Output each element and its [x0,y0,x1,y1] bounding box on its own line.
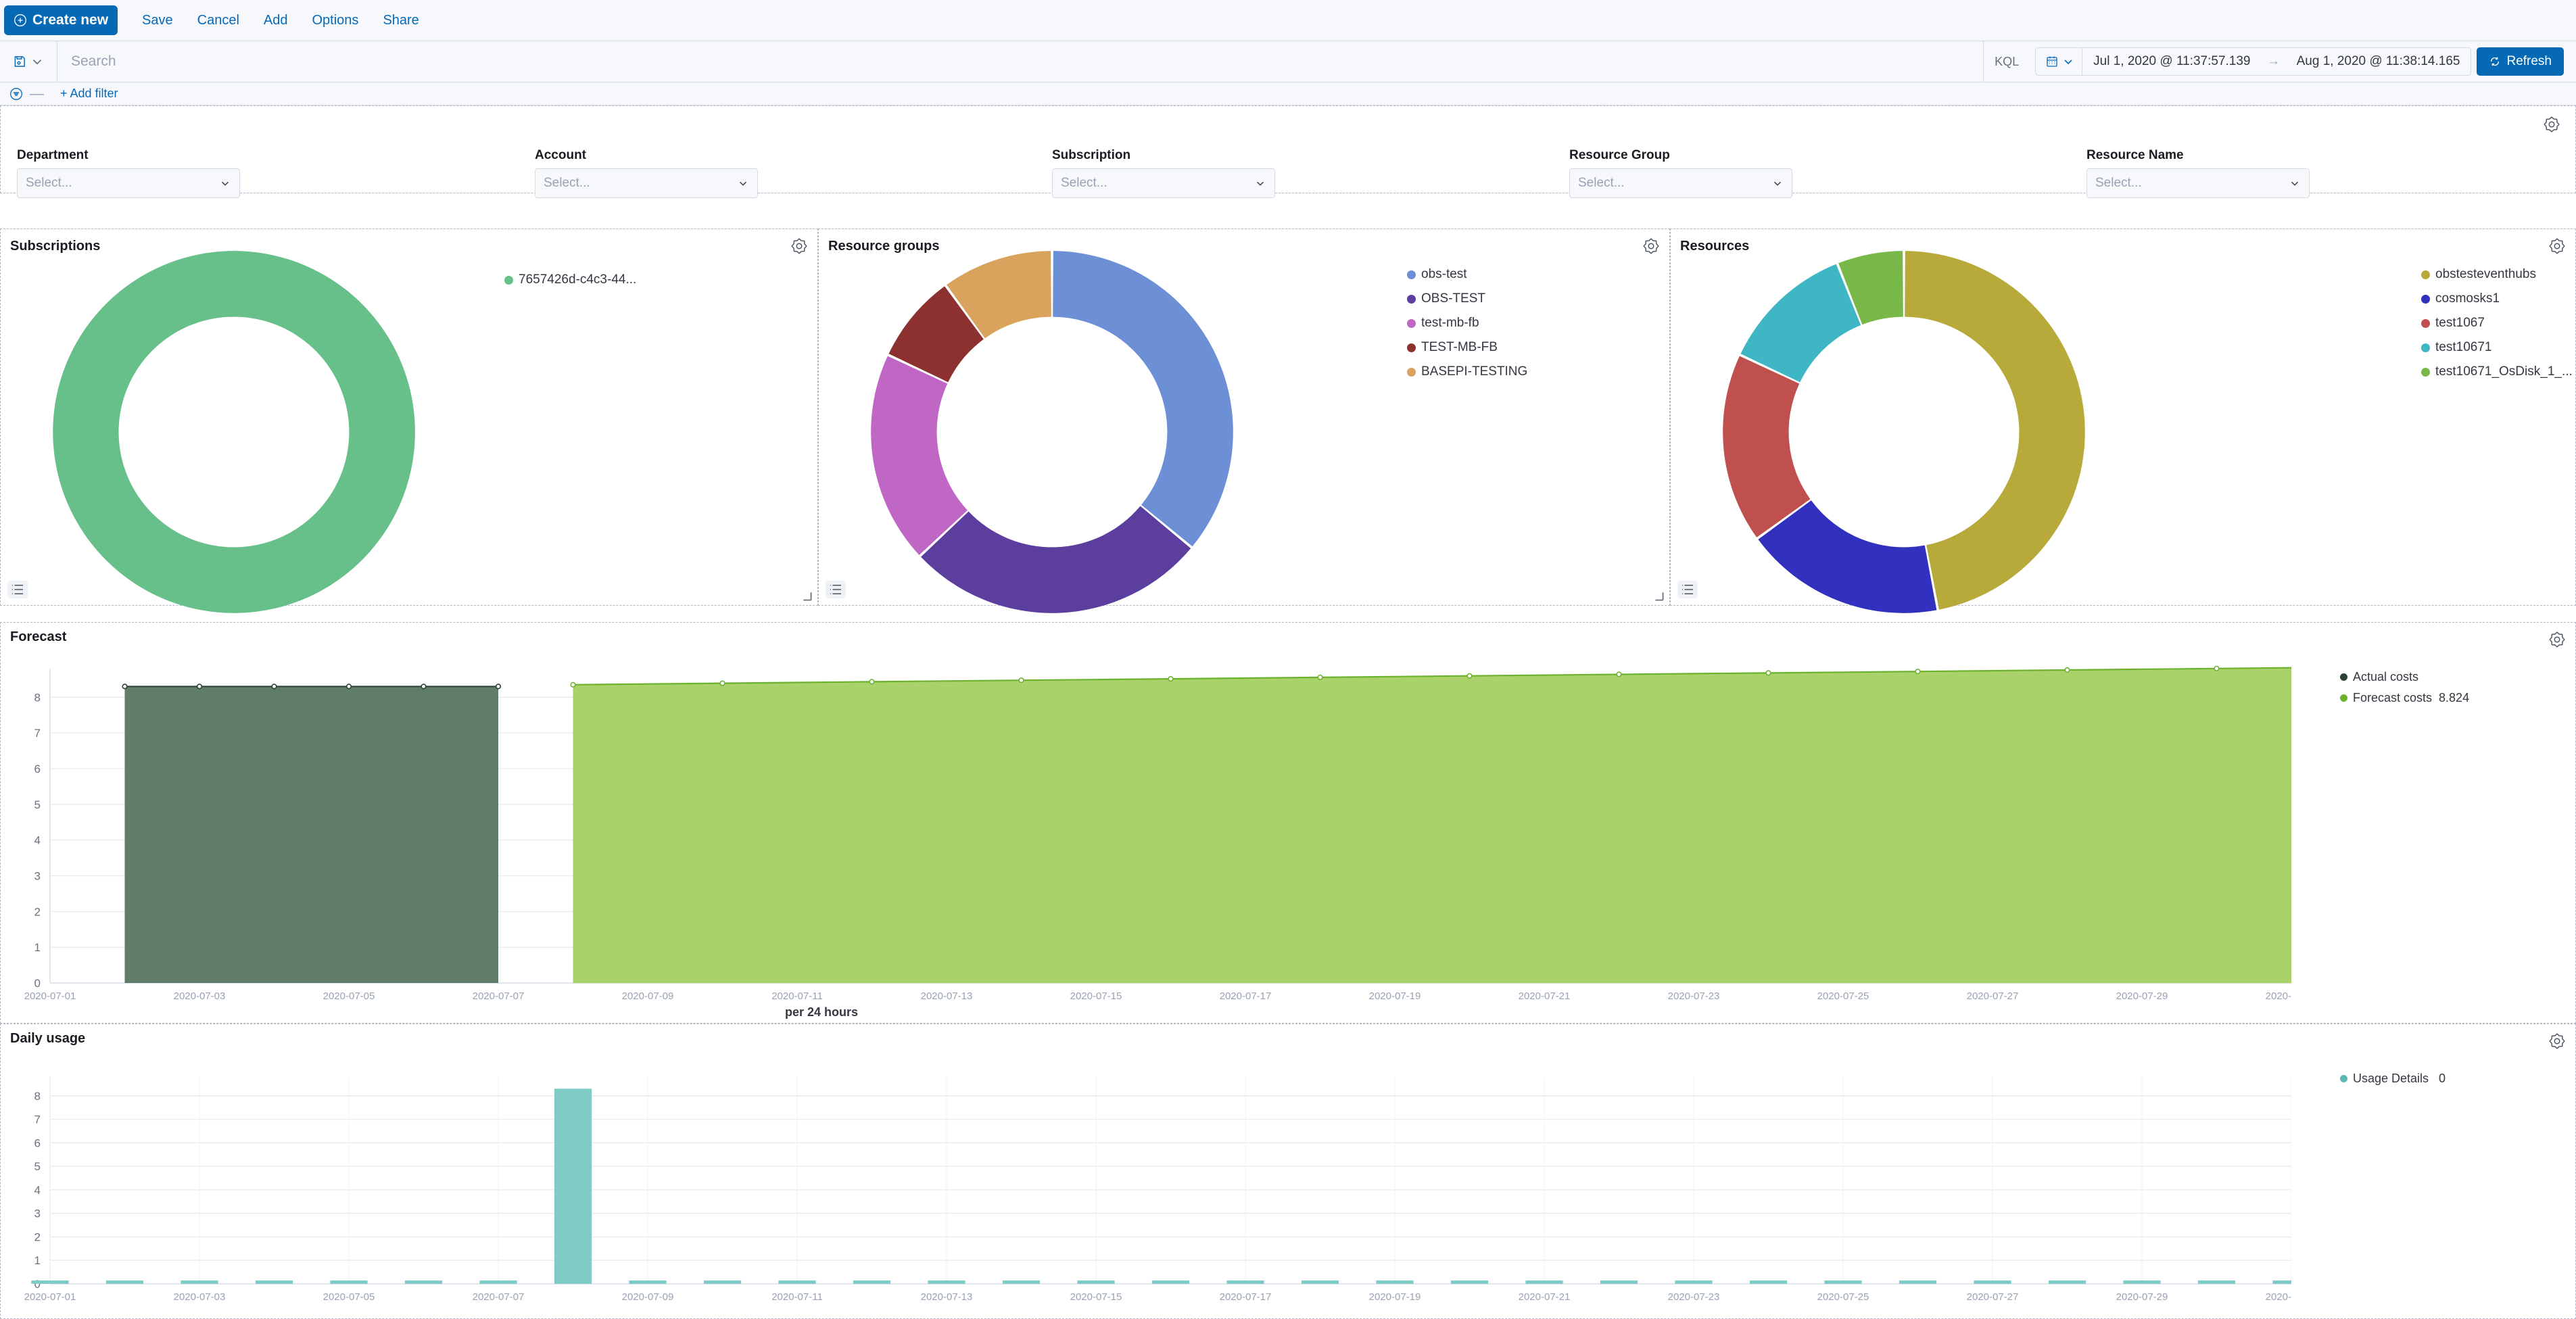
svg-text:4: 4 [34,1184,41,1197]
svg-text:2020-07-29: 2020-07-29 [2116,1291,2168,1303]
svg-text:8: 8 [34,691,41,704]
svg-text:4: 4 [34,834,41,847]
svg-text:2020-07-13: 2020-07-13 [921,990,973,1002]
svg-text:2020-07-15: 2020-07-15 [1070,990,1122,1002]
svg-text:2020-07-07: 2020-07-07 [473,990,525,1002]
svg-text:2020-07-17: 2020-07-17 [1220,1291,1272,1303]
svg-text:2020-07-21: 2020-07-21 [1519,1291,1571,1303]
svg-text:2020-07-03: 2020-07-03 [174,1291,226,1303]
svg-text:2020-07-15: 2020-07-15 [1070,1291,1122,1303]
svg-text:3: 3 [34,1207,41,1220]
svg-text:2020-07-25: 2020-07-25 [1817,1291,1869,1303]
svg-text:6: 6 [34,1136,41,1149]
svg-text:2020-07-03: 2020-07-03 [174,990,226,1002]
svg-text:2: 2 [34,1231,41,1244]
svg-text:2020-07-27: 2020-07-27 [1967,990,2019,1002]
svg-text:2020-07-11: 2020-07-11 [771,990,823,1002]
svg-text:2020-07-11: 2020-07-11 [771,1291,823,1303]
svg-text:7: 7 [34,727,41,740]
svg-text:2020-07-21: 2020-07-21 [1519,990,1571,1002]
svg-text:7: 7 [34,1113,41,1126]
svg-text:0: 0 [34,977,41,990]
svg-text:2020-07-29: 2020-07-29 [2116,990,2168,1002]
svg-text:2020-07-09: 2020-07-09 [622,990,674,1002]
svg-text:2020-07-27: 2020-07-27 [1967,1291,2019,1303]
svg-text:2020-07-19: 2020-07-19 [1369,1291,1421,1303]
svg-text:3: 3 [34,870,41,883]
svg-text:2020-07-07: 2020-07-07 [473,1291,525,1303]
svg-text:2020-07-13: 2020-07-13 [921,1291,973,1303]
svg-text:2020-07-31: 2020-07-31 [2266,990,2291,1002]
svg-text:2: 2 [34,905,41,918]
svg-text:2020-07-19: 2020-07-19 [1369,990,1421,1002]
svg-text:2020-07-01: 2020-07-01 [24,1291,76,1303]
svg-text:2020-07-25: 2020-07-25 [1817,990,1869,1002]
svg-text:5: 5 [34,1160,41,1173]
svg-text:8: 8 [34,1090,41,1103]
svg-text:2020-07-23: 2020-07-23 [1668,1291,1720,1303]
svg-text:1: 1 [34,941,41,954]
svg-text:2020-07-23: 2020-07-23 [1668,990,1720,1002]
svg-text:2020-07-01: 2020-07-01 [24,990,76,1002]
svg-text:5: 5 [34,798,41,811]
svg-text:2020-07-09: 2020-07-09 [622,1291,674,1303]
svg-text:2020-07-17: 2020-07-17 [1220,990,1272,1002]
svg-text:2020-07-05: 2020-07-05 [323,990,375,1002]
svg-text:2020-07-31: 2020-07-31 [2266,1291,2291,1303]
svg-text:6: 6 [34,763,41,775]
svg-text:0: 0 [34,1278,41,1291]
svg-text:1: 1 [34,1254,41,1267]
svg-text:2020-07-05: 2020-07-05 [323,1291,375,1303]
